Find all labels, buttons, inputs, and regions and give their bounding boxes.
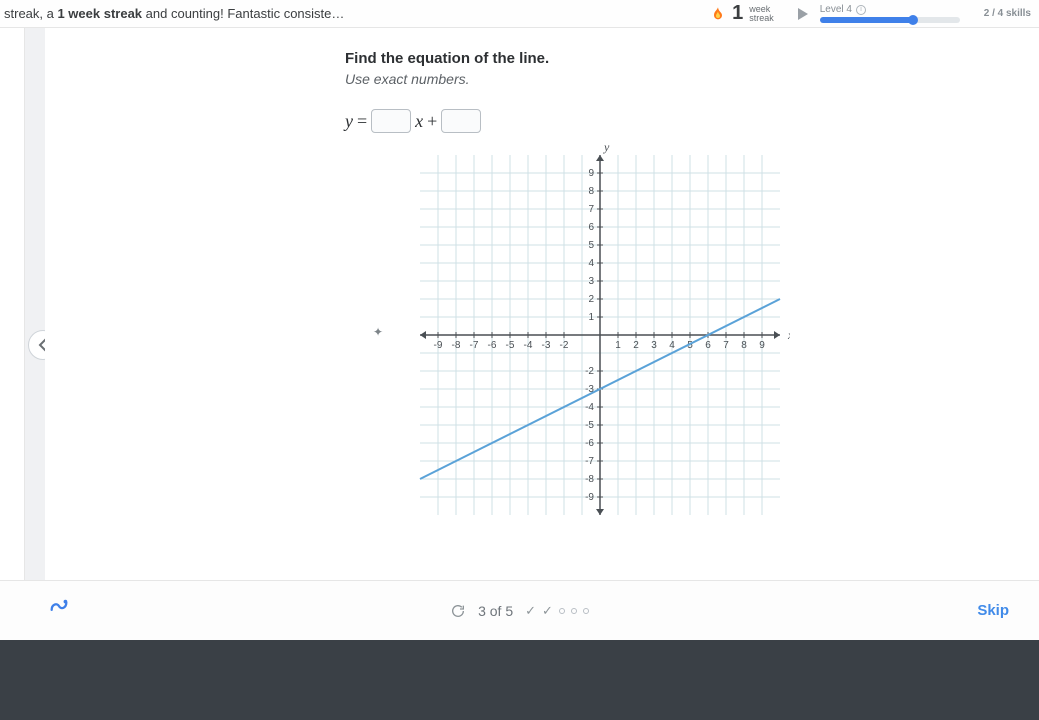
skip-button[interactable]: Skip (977, 602, 1009, 619)
svg-text:-8: -8 (452, 340, 461, 351)
reload-icon[interactable] (450, 603, 466, 619)
streak-msg-prefix: streak, a (4, 6, 57, 21)
bottom-bar: 3 of 5 ✓ ✓ Skip (0, 580, 1039, 640)
svg-text:4: 4 (669, 340, 675, 351)
svg-text:7: 7 (723, 340, 729, 351)
svg-text:9: 9 (759, 340, 765, 351)
svg-text:1: 1 (588, 312, 594, 323)
prompt-title: Find the equation of the line. (345, 50, 775, 67)
svg-text:-8: -8 (585, 474, 594, 485)
svg-text:6: 6 (588, 222, 594, 233)
streak-msg-suffix: and counting! Fantastic consiste… (142, 6, 344, 21)
svg-text:-5: -5 (585, 420, 594, 431)
eq-x: x (415, 111, 423, 132)
svg-text:4: 4 (588, 258, 594, 269)
svg-text:3: 3 (588, 276, 594, 287)
eq-plus: + (427, 111, 437, 132)
top-bar: streak, a 1 week streak and counting! Fa… (0, 0, 1039, 28)
svg-text:-9: -9 (434, 340, 443, 351)
left-rail (0, 28, 25, 580)
svg-text:-9: -9 (585, 492, 594, 503)
streak-message: streak, a 1 week streak and counting! Fa… (0, 6, 344, 21)
side-divider (25, 28, 45, 580)
flame-icon (710, 4, 726, 24)
progress-dot-5 (583, 608, 589, 614)
streak-msg-bold: 1 week streak (57, 6, 142, 21)
sparkle-icon: ✦ (373, 325, 383, 339)
svg-text:y: y (603, 145, 610, 154)
streak-number: 1 (732, 2, 743, 25)
hint-icon[interactable] (48, 597, 70, 625)
svg-text:-6: -6 (488, 340, 497, 351)
svg-text:6: 6 (705, 340, 711, 351)
eq-y: y (345, 111, 353, 132)
svg-text:5: 5 (588, 240, 594, 251)
eq-equals: = (357, 111, 367, 132)
svg-text:-6: -6 (585, 438, 594, 449)
svg-text:-7: -7 (470, 340, 479, 351)
svg-text:8: 8 (741, 340, 747, 351)
svg-text:-2: -2 (560, 340, 569, 351)
svg-text:8: 8 (588, 186, 594, 197)
svg-text:2: 2 (633, 340, 639, 351)
streak-label-group: week streak (749, 5, 774, 23)
level-label: Level 4 (820, 4, 852, 15)
streak-label-bottom: streak (749, 14, 774, 23)
level-indicator: Level 4 i (820, 4, 960, 23)
progress-check-1: ✓ (525, 603, 536, 619)
svg-text:-4: -4 (524, 340, 533, 351)
svg-text:1: 1 (615, 340, 621, 351)
svg-text:x: x (787, 328, 790, 342)
intercept-input[interactable] (441, 109, 481, 133)
level-label-row: Level 4 i (820, 4, 866, 15)
progress-dot-4 (571, 608, 577, 614)
streak-badge: 1 week streak (710, 2, 774, 25)
coordinate-plane: -9-8-7-6-5-4-3-2123456789123456789-2-3-4… (410, 145, 790, 525)
info-icon[interactable]: i (856, 5, 866, 15)
level-progress-fill (820, 17, 911, 23)
svg-text:-7: -7 (585, 456, 594, 467)
svg-text:-3: -3 (542, 340, 551, 351)
equation-row: y = x + (345, 109, 775, 133)
svg-text:9: 9 (588, 168, 594, 179)
svg-text:-2: -2 (585, 366, 594, 377)
progress-dot-3 (559, 608, 565, 614)
play-icon[interactable] (798, 8, 808, 20)
progress-check-2: ✓ (542, 603, 553, 619)
svg-text:-5: -5 (506, 340, 515, 351)
svg-text:7: 7 (588, 204, 594, 215)
footer-strip (0, 640, 1039, 720)
progress-dots: ✓ ✓ (525, 603, 589, 619)
svg-text:3: 3 (651, 340, 657, 351)
level-progress-bar (820, 17, 960, 23)
svg-text:2: 2 (588, 294, 594, 305)
prompt-block: Find the equation of the line. Use exact… (345, 50, 775, 133)
prompt-subtitle: Use exact numbers. (345, 71, 775, 87)
slope-input[interactable] (371, 109, 411, 133)
graph: -9-8-7-6-5-4-3-2123456789123456789-2-3-4… (410, 145, 790, 525)
level-progress-knob[interactable] (908, 15, 918, 25)
svg-text:-4: -4 (585, 402, 594, 413)
skills-count: 2 / 4 skills (984, 8, 1031, 19)
progress-text: 3 of 5 (478, 603, 513, 619)
progress-indicator: 3 of 5 ✓ ✓ (450, 603, 589, 619)
